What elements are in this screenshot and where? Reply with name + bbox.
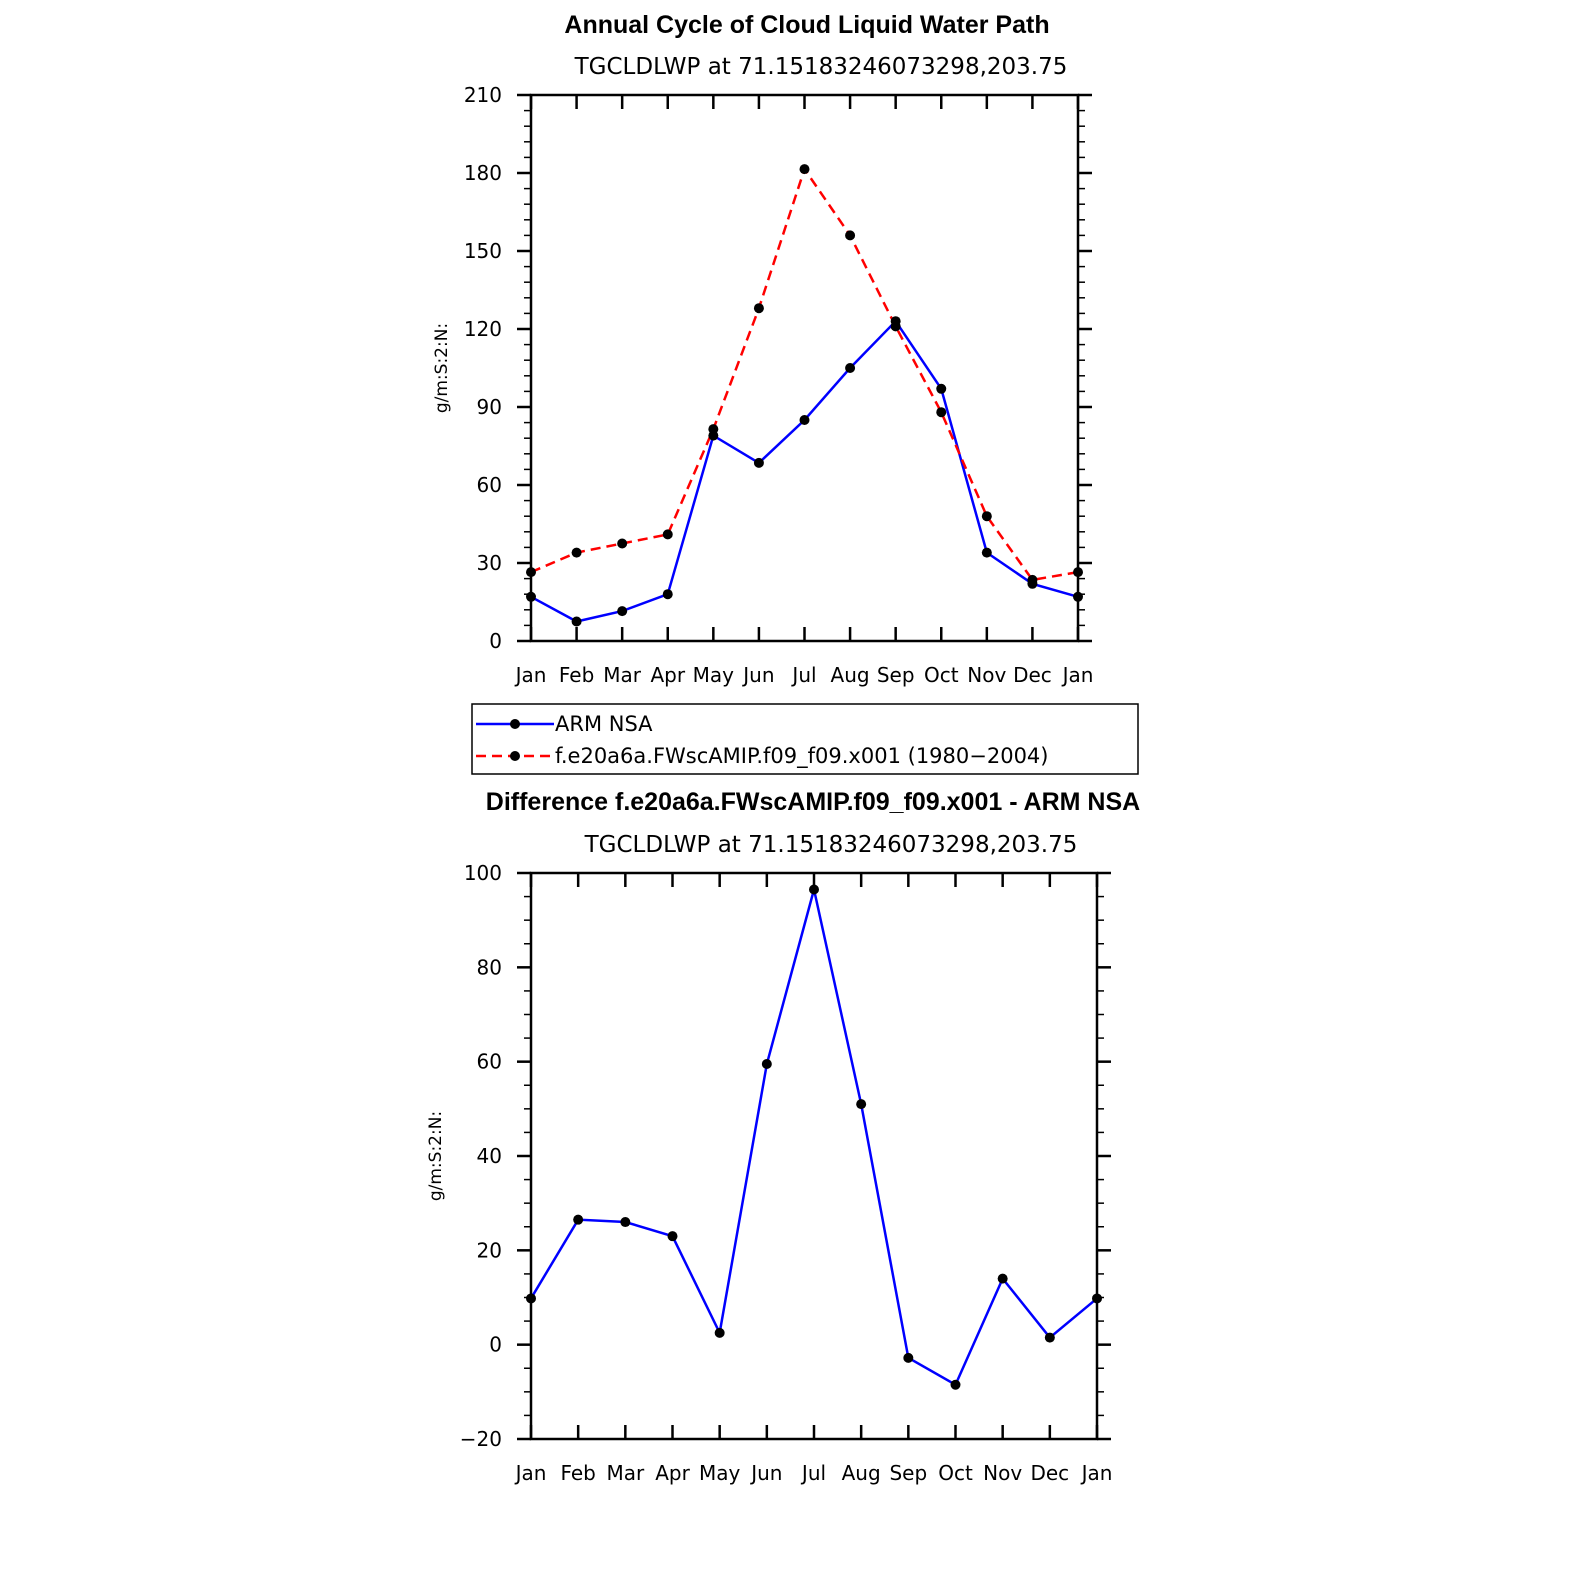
data-point xyxy=(714,1327,725,1338)
data-point xyxy=(936,383,947,394)
data-point xyxy=(620,1217,631,1228)
data-point xyxy=(667,1231,678,1242)
y-tick-label: 60 xyxy=(477,473,502,497)
y-tick-label: 40 xyxy=(477,1144,502,1168)
y-axis-label: g/m:S:2:N: xyxy=(432,323,452,413)
legend-box xyxy=(471,703,1139,775)
data-point xyxy=(526,591,536,602)
y-tick-label: 100 xyxy=(464,861,502,885)
x-tick-label: May xyxy=(699,1461,741,1485)
x-tick-label: Mar xyxy=(606,1461,645,1485)
data-point xyxy=(761,1059,772,1070)
data-point xyxy=(573,1214,584,1225)
legend-item-arm-nsa: ARM NSA xyxy=(476,712,653,736)
data-point xyxy=(799,415,810,425)
data-point xyxy=(753,303,764,314)
y-tick-label: −20 xyxy=(460,1427,502,1451)
data-point xyxy=(981,547,992,558)
data-point xyxy=(903,1352,914,1363)
x-tick-label: Sep xyxy=(889,1461,927,1485)
chart-title: Difference f.e20a6a.FWscAMIP.f09_f09.x00… xyxy=(486,788,1140,816)
x-tick-label: Jul xyxy=(790,663,816,687)
x-tick-label: Jan xyxy=(514,663,547,687)
plot-frame xyxy=(529,871,1099,1441)
data-point xyxy=(617,606,628,617)
x-tick-label: Mar xyxy=(603,663,642,687)
annual-cycle-chart: Annual Cycle of Cloud Liquid Water Path … xyxy=(432,11,1093,687)
y-tick-label: 180 xyxy=(464,161,502,185)
difference-chart: Difference f.e20a6a.FWscAMIP.f09_f09.x00… xyxy=(426,788,1140,1485)
data-point xyxy=(617,538,628,549)
data-point xyxy=(526,1293,536,1304)
chart-subtitle: TGCLDLWP at 71.15183246073298,203.75 xyxy=(584,832,1078,858)
series-line-1 xyxy=(530,166,1079,582)
data-point xyxy=(1073,567,1083,578)
data-point xyxy=(1044,1332,1055,1343)
y-tick-label: 60 xyxy=(477,1050,502,1074)
x-tick-label: Jul xyxy=(800,1461,826,1485)
data-point xyxy=(708,424,719,435)
y-tick-label: 0 xyxy=(489,1333,502,1357)
x-tick-label: Aug xyxy=(842,1461,881,1485)
x-tick-label: Dec xyxy=(1013,663,1052,687)
x-tick-label: Sep xyxy=(877,663,915,687)
x-tick-label: Feb xyxy=(560,1461,595,1485)
x-tick-label: Oct xyxy=(938,1461,973,1485)
data-point xyxy=(1092,1293,1102,1304)
x-tick-label: May xyxy=(693,663,735,687)
y-tick-label: 20 xyxy=(477,1238,502,1262)
legend-label-arm-nsa: ARM NSA xyxy=(555,712,653,736)
chart-title: Annual Cycle of Cloud Liquid Water Path xyxy=(564,11,1049,39)
y-tick-label: 30 xyxy=(477,551,502,575)
data-point xyxy=(890,321,901,332)
legend-marker-arm-nsa xyxy=(510,719,520,729)
y-axis-label: g/m:S:2:N: xyxy=(426,1111,446,1201)
x-tick-label: Jun xyxy=(749,1461,782,1485)
data-point xyxy=(845,230,856,241)
x-tick-label: Apr xyxy=(650,663,685,687)
data-point xyxy=(950,1379,961,1390)
data-point xyxy=(662,529,673,540)
data-point xyxy=(1027,574,1038,585)
data-point xyxy=(981,511,992,522)
y-tick-label: 90 xyxy=(477,395,502,419)
data-point xyxy=(571,616,582,627)
x-tick-label: Nov xyxy=(983,1461,1022,1485)
data-point xyxy=(662,589,673,600)
x-tick-label: Oct xyxy=(924,663,959,687)
y-tick-label: 210 xyxy=(464,83,502,107)
data-point xyxy=(571,547,582,558)
x-tick-label: Jan xyxy=(514,1461,547,1485)
data-point xyxy=(1073,591,1083,602)
x-tick-label: Apr xyxy=(655,1461,690,1485)
y-tick-label: 150 xyxy=(464,239,502,263)
legend-item-model: f.e20a6a.FWscAMIP.f09_f09.x001 (1980−200… xyxy=(476,744,1049,769)
data-point xyxy=(799,164,810,175)
data-point xyxy=(845,363,856,373)
x-tick-label: Dec xyxy=(1030,1461,1069,1485)
x-tick-label: Aug xyxy=(831,663,870,687)
data-point xyxy=(936,407,947,418)
data-point xyxy=(753,457,764,468)
data-point xyxy=(526,567,536,578)
series-line-0 xyxy=(529,889,1098,1387)
x-tick-label: Jan xyxy=(1080,1461,1113,1485)
x-tick-label: Jan xyxy=(1061,663,1094,687)
data-point xyxy=(809,884,819,895)
x-tick-label: Jun xyxy=(741,663,774,687)
legend: ARM NSA f.e20a6a.FWscAMIP.f09_f09.x001 (… xyxy=(471,703,1139,775)
x-tick-label: Nov xyxy=(967,663,1006,687)
x-tick-label: Feb xyxy=(559,663,594,687)
series-line-0 xyxy=(530,319,1079,623)
legend-label-model: f.e20a6a.FWscAMIP.f09_f09.x001 (1980−200… xyxy=(555,744,1049,769)
data-point xyxy=(997,1273,1008,1284)
data-point xyxy=(856,1099,867,1110)
y-tick-label: 0 xyxy=(489,629,502,653)
y-tick-label: 120 xyxy=(464,317,502,341)
chart-subtitle: TGCLDLWP at 71.15183246073298,203.75 xyxy=(574,54,1068,80)
y-tick-label: 80 xyxy=(477,955,502,979)
legend-marker-model xyxy=(510,751,520,761)
